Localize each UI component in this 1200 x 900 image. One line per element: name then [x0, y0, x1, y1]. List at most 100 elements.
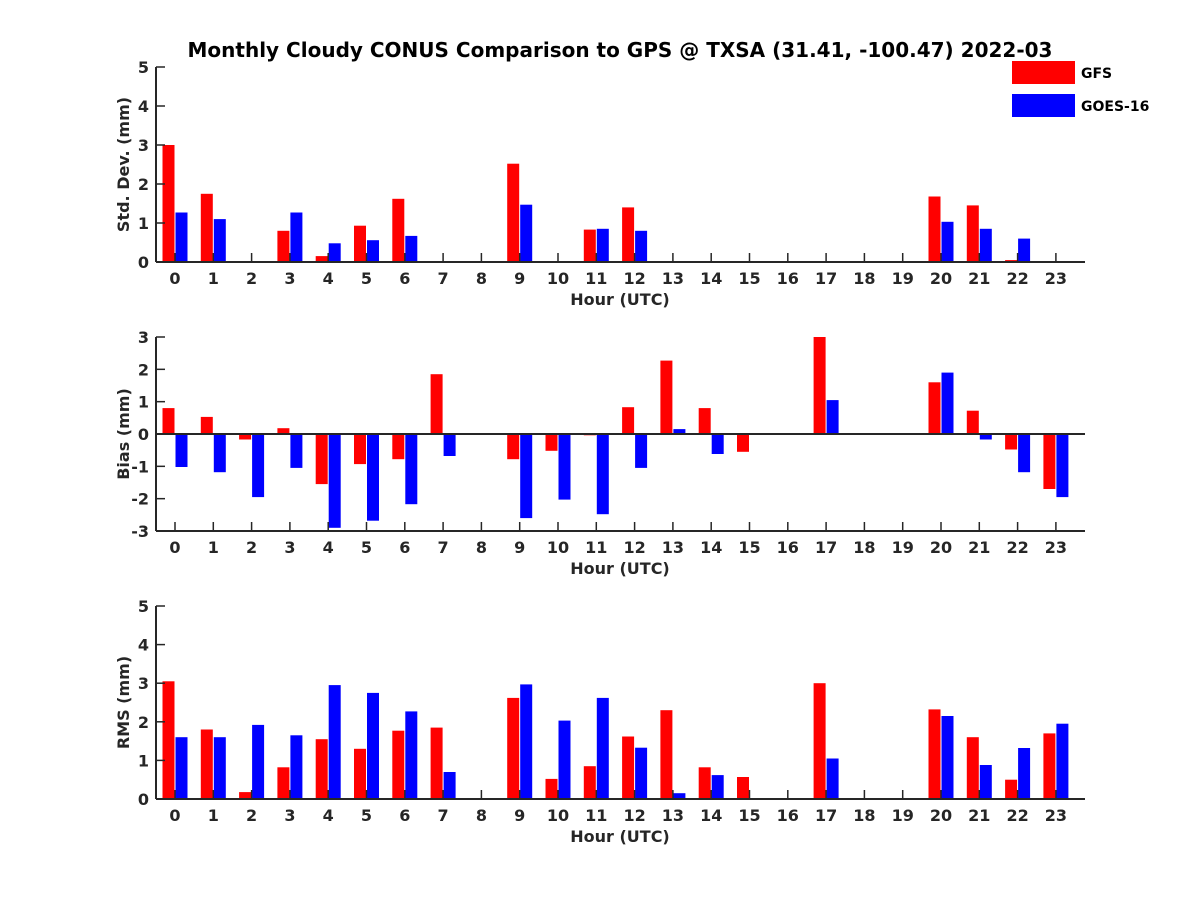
bias-bar-gfs-14: [698, 408, 711, 434]
bias-xtick-label: 7: [438, 538, 449, 557]
rms-xtick-label: 21: [968, 806, 990, 825]
rms-xtick-label: 20: [930, 806, 952, 825]
stddev-bar-goes-12: [635, 230, 648, 262]
legend-label-goes: GOES-16: [1081, 99, 1149, 115]
stddev-xtick-label: 1: [208, 269, 219, 288]
bias-xtick-label: 21: [968, 538, 990, 557]
rms-xtick-label: 12: [623, 806, 645, 825]
bias-xtick-label: 5: [361, 538, 372, 557]
bias-ylabel: Bias (mm): [114, 388, 133, 480]
rms-xtick-label: 13: [662, 806, 684, 825]
stddev-bar-gfs-0: [162, 145, 175, 262]
rms-xtick-label: 3: [284, 806, 295, 825]
stddev-xtick-label: 17: [815, 269, 837, 288]
stddev-bar-gfs-9: [507, 163, 520, 262]
stddev-ytick-label: 2: [138, 175, 149, 194]
stddev-ytick-label: 1: [138, 214, 149, 233]
bias-bar-gfs-20: [928, 382, 941, 434]
bias-bar-gfs-21: [966, 410, 979, 434]
stddev-xtick-label: 2: [246, 269, 257, 288]
rms-bar-goes-14: [711, 775, 724, 799]
bias-bar-goes-5: [367, 434, 379, 521]
bias-ytick-label: 2: [138, 360, 149, 379]
rms-bar-goes-22: [1018, 748, 1031, 799]
rms-bar-goes-5: [367, 692, 379, 799]
stddev-ytick-label: 0: [138, 253, 149, 272]
bias-bar-gfs-22: [1005, 434, 1018, 450]
stddev-bar-goes-9: [520, 204, 533, 262]
bias-bar-goes-17: [826, 400, 839, 434]
bias-xtick-label: 8: [476, 538, 487, 557]
bias-bar-goes-1: [213, 434, 226, 473]
rms-bar-gfs-17: [813, 683, 826, 799]
bias-xtick-label: 15: [738, 538, 760, 557]
legend-label-gfs: GFS: [1081, 66, 1112, 82]
stddev-bar-gfs-6: [392, 198, 405, 262]
stddev-ytick-label: 5: [138, 58, 149, 77]
rms-bar-gfs-1: [200, 729, 213, 799]
rms-bar-goes-9: [520, 684, 533, 799]
stddev-ylabel: Std. Dev. (mm): [114, 97, 133, 232]
rms-bar-gfs-5: [354, 748, 366, 799]
stddev-bar-gfs-5: [354, 225, 366, 262]
stddev-xtick-label: 16: [777, 269, 799, 288]
bias-bar-gfs-23: [1043, 434, 1056, 489]
rms-bar-goes-13: [673, 793, 686, 799]
rms-xtick-label: 17: [815, 806, 837, 825]
bias-xtick-label: 23: [1045, 538, 1067, 557]
rms-bar-goes-12: [635, 747, 648, 799]
bias-xtick-label: 12: [623, 538, 645, 557]
bias-xtick-label: 17: [815, 538, 837, 557]
rms-ytick-label: 3: [138, 674, 149, 693]
bias-bar-gfs-17: [813, 337, 826, 434]
rms-xtick-label: 6: [399, 806, 410, 825]
rms-ytick-label: 0: [138, 790, 149, 809]
stddev-bar-goes-5: [367, 240, 379, 262]
stddev-xtick-label: 5: [361, 269, 372, 288]
bias-xtick-label: 20: [930, 538, 952, 557]
stddev-xtick-label: 15: [738, 269, 760, 288]
stddev-xtick-label: 3: [284, 269, 295, 288]
bias-xtick-label: 0: [169, 538, 180, 557]
stddev-xtick-label: 4: [323, 269, 334, 288]
rms-bar-gfs-9: [507, 697, 520, 799]
stddev-bar-goes-6: [405, 235, 418, 262]
rms-xtick-label: 14: [700, 806, 722, 825]
stddev-xlabel: Hour (UTC): [570, 290, 670, 309]
bias-bar-gfs-12: [622, 407, 635, 434]
bias-bar-gfs-9: [507, 434, 520, 460]
rms-xtick-label: 22: [1006, 806, 1028, 825]
stddev-bar-goes-0: [175, 212, 188, 262]
stddev-xtick-label: 9: [514, 269, 525, 288]
rms-xlabel: Hour (UTC): [570, 827, 670, 846]
rms-xtick-label: 23: [1045, 806, 1067, 825]
rms-bar-goes-7: [443, 772, 456, 799]
rms-bar-goes-17: [826, 758, 839, 799]
bias-bar-goes-7: [443, 434, 456, 456]
stddev-xtick-label: 21: [968, 269, 990, 288]
bias-bar-gfs-4: [315, 434, 328, 485]
stddev-bar-gfs-20: [928, 196, 941, 262]
bias-bar-gfs-6: [392, 434, 405, 460]
rms-bar-gfs-21: [966, 737, 979, 799]
bias-bar-goes-20: [941, 372, 954, 434]
bias-bar-goes-21: [979, 434, 992, 440]
stddev-ytick-label: 3: [138, 136, 149, 155]
rms-bar-goes-3: [290, 735, 303, 799]
stddev-xtick-label: 12: [623, 269, 645, 288]
rms-bar-gfs-23: [1043, 733, 1056, 799]
rms-bar-goes-6: [405, 711, 418, 799]
stddev-xtick-label: 7: [438, 269, 449, 288]
chart-title: Monthly Cloudy CONUS Comparison to GPS @…: [188, 38, 1053, 62]
bias-xtick-label: 13: [662, 538, 684, 557]
stddev-bar-goes-3: [290, 212, 303, 262]
bias-ytick-label: 3: [138, 328, 149, 347]
rms-bar-goes-4: [328, 685, 341, 799]
bias-bar-goes-12: [635, 434, 648, 468]
rms-xtick-label: 16: [777, 806, 799, 825]
rms-xtick-label: 0: [169, 806, 180, 825]
rms-ylabel: RMS (mm): [114, 656, 133, 749]
